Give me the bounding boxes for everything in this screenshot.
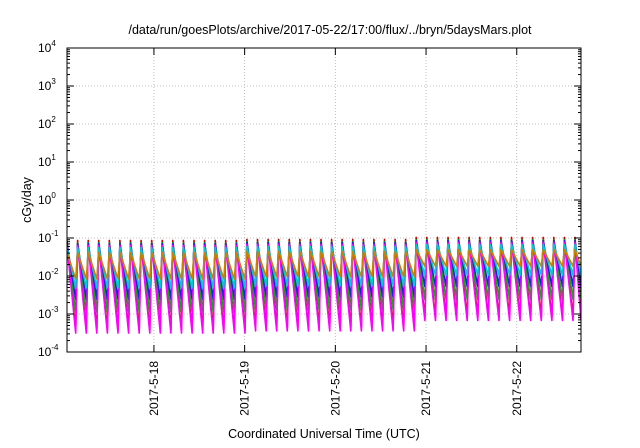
plot-frame <box>66 47 582 353</box>
y-tick-label: 101 <box>38 153 56 169</box>
y-tick-label: 10-1 <box>38 229 59 245</box>
x-tick-label: 2017-5-18 <box>147 361 161 416</box>
y-axis-ticks: 10-4 10-3 10-2 10-1 100 101 102 103 104 <box>38 39 581 359</box>
x-tick-label: 2017-5-21 <box>419 361 433 416</box>
y-tick-label: 104 <box>38 39 56 55</box>
y-tick-label: 100 <box>38 191 56 207</box>
series-line <box>67 248 581 280</box>
x-axis-label: Coordinated Universal Time (UTC) <box>228 427 420 441</box>
y-tick-label: 102 <box>38 115 56 131</box>
y-tick-label: 103 <box>38 77 56 93</box>
y-tick-label: 10-4 <box>38 343 59 359</box>
x-axis-ticks: 2017-5-18 2017-5-19 2017-5-20 2017-5-21 2017… <box>147 48 524 416</box>
data-series <box>67 236 581 334</box>
x-tick-label: 2017-5-19 <box>238 361 252 416</box>
series-line <box>67 241 581 334</box>
y-tick-label: 10-2 <box>38 267 59 283</box>
chart-title: /data/run/goesPlots/archive/2017-05-22/1… <box>128 23 532 37</box>
y-axis-label: cGy/day <box>20 176 34 223</box>
x-tick-label: 2017-5-20 <box>328 361 342 416</box>
gridlines <box>67 48 581 352</box>
x-tick-label: 2017-5-22 <box>510 361 524 416</box>
y-tick-label: 10-3 <box>38 305 59 321</box>
